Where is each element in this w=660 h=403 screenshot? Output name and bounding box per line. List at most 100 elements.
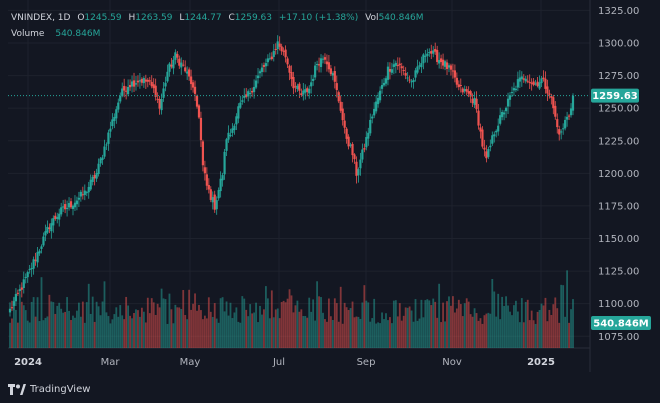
candle-body xyxy=(528,81,531,83)
candle-body xyxy=(392,64,395,67)
volume-bar xyxy=(353,317,356,348)
volume-bar xyxy=(452,296,454,348)
candle-body xyxy=(158,99,161,109)
volume-bar xyxy=(375,323,378,348)
candle-body xyxy=(12,301,16,306)
y-tick-label: 1150.00 xyxy=(598,234,639,245)
candle-body xyxy=(60,207,63,215)
volume-bar xyxy=(70,320,72,348)
volume-bar xyxy=(87,283,90,348)
volume-bar xyxy=(205,318,208,348)
candle-body xyxy=(174,52,177,60)
candle-body xyxy=(565,116,569,120)
volume-bar xyxy=(150,298,153,348)
volume-bar xyxy=(483,315,486,348)
volume-bar xyxy=(520,298,523,348)
volume-bar xyxy=(461,316,464,348)
volume-bar xyxy=(101,301,104,348)
candle-body xyxy=(10,307,14,309)
candle-body xyxy=(394,62,397,66)
tradingview-icon xyxy=(8,383,26,395)
volume-bar xyxy=(129,315,131,348)
candle-body xyxy=(205,174,208,186)
candle-body xyxy=(445,62,449,69)
volume-bar xyxy=(558,322,561,348)
volume-bar xyxy=(324,319,326,348)
candle-body xyxy=(422,54,425,64)
low-value: 1244.77 xyxy=(184,13,222,23)
candle-body xyxy=(508,95,512,100)
volume-bar xyxy=(182,290,185,348)
volume-bar xyxy=(270,290,273,348)
candles xyxy=(8,35,575,317)
volume-bar xyxy=(178,307,181,348)
candle-body xyxy=(375,101,378,112)
volume-bar xyxy=(202,319,204,348)
interval[interactable]: 1D xyxy=(57,13,71,23)
candle-body xyxy=(101,157,104,160)
candle-body xyxy=(459,85,462,87)
volume-bar xyxy=(192,303,194,348)
open-value: 1245.59 xyxy=(84,13,122,23)
volume-bar xyxy=(83,322,86,348)
candle-body xyxy=(24,277,27,279)
volume-bar xyxy=(341,323,344,348)
volume-bar xyxy=(196,310,198,348)
candle-body xyxy=(410,81,413,83)
volume-bar xyxy=(278,318,281,348)
candle-body xyxy=(571,95,575,111)
volume-bar xyxy=(221,297,224,348)
candle-body xyxy=(152,84,155,89)
volume-bar xyxy=(556,308,559,348)
candle-body xyxy=(386,66,390,80)
candle-body xyxy=(327,62,331,70)
volume-bar xyxy=(568,322,570,348)
candle-body xyxy=(164,82,167,87)
volume-bar xyxy=(137,310,139,348)
candle-body xyxy=(221,175,224,181)
volume-bar xyxy=(359,318,362,348)
y-tick-label: 1125.00 xyxy=(598,267,639,278)
candle-body xyxy=(46,226,49,233)
tradingview-logo[interactable]: TradingView xyxy=(8,382,90,396)
volume-bar xyxy=(48,294,51,348)
candle-body xyxy=(298,83,301,91)
volume-bar xyxy=(215,318,218,348)
change-value: +17.10 (+1.38%) xyxy=(278,13,359,23)
candle-body xyxy=(489,145,492,148)
volume-bar xyxy=(329,316,332,348)
volume-label[interactable]: Volume xyxy=(11,29,45,39)
volume-bar xyxy=(438,283,441,348)
volume-bar xyxy=(383,319,385,348)
candle-body xyxy=(345,128,348,139)
candle-body xyxy=(172,59,175,69)
volume-bar xyxy=(127,305,130,348)
candle-body xyxy=(85,192,88,194)
volume-bar xyxy=(369,321,372,348)
candle-body xyxy=(150,81,153,87)
candle-body xyxy=(506,98,510,107)
volume-bar xyxy=(74,317,76,348)
candle-body xyxy=(146,79,149,82)
candle-body xyxy=(296,85,299,89)
volume-bar xyxy=(20,301,23,348)
volume-bar xyxy=(266,298,269,348)
volume-bar xyxy=(513,305,515,348)
candle-body xyxy=(113,116,116,121)
candle-body xyxy=(235,116,238,125)
last-price-badge xyxy=(591,88,639,103)
candle-body xyxy=(193,86,197,94)
volume-bar xyxy=(546,321,549,348)
volume-bar xyxy=(263,309,265,348)
candle-body xyxy=(306,88,309,92)
symbol-name[interactable]: VNINDEX xyxy=(11,13,53,23)
close-label: C xyxy=(228,13,235,23)
volume-bar xyxy=(85,302,88,348)
candle-body xyxy=(485,151,488,159)
volume-bar xyxy=(516,311,519,348)
volume-bar xyxy=(379,323,381,348)
volume-bar xyxy=(160,288,163,348)
volume-bar xyxy=(172,323,175,348)
candle-body xyxy=(44,231,47,236)
